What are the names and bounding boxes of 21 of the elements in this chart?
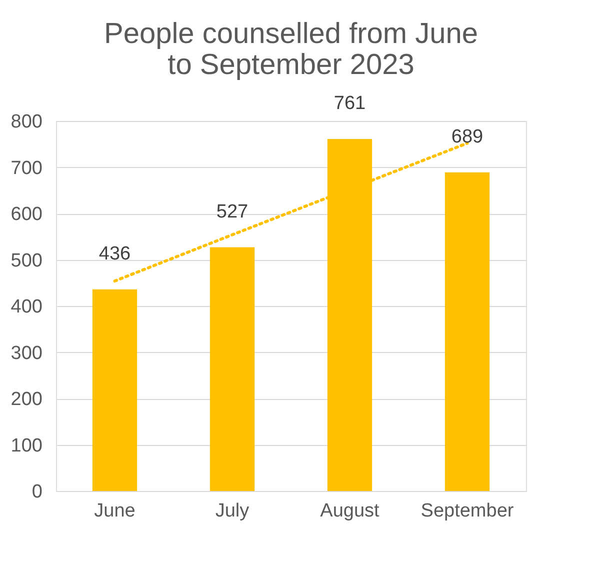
y-tick-label: 0 [32, 482, 42, 502]
y-tick-label: 500 [10, 250, 42, 272]
bar [210, 247, 255, 491]
y-tick-label: 800 [10, 112, 42, 132]
x-tick-label: August [320, 500, 380, 522]
bar [444, 172, 490, 491]
data-label: 436 [98, 243, 131, 264]
data-label: 527 [216, 201, 248, 222]
bar [92, 289, 138, 491]
y-tick-label: 300 [10, 342, 42, 364]
y-tick-label: 600 [10, 204, 42, 225]
y-tick-label: 100 [10, 435, 42, 456]
y-tick-label: 700 [10, 158, 42, 179]
x-tick-label: June [94, 500, 136, 522]
y-tick-label: 400 [10, 296, 42, 318]
data-label: 761 [334, 93, 366, 114]
x-tick-label: July [215, 500, 250, 522]
chart-title: People counselled from June to September 2023 [104, 18, 478, 82]
data-label: 689 [451, 126, 484, 148]
y-tick-label: 200 [10, 389, 42, 410]
x-tick-label: September [420, 500, 514, 522]
